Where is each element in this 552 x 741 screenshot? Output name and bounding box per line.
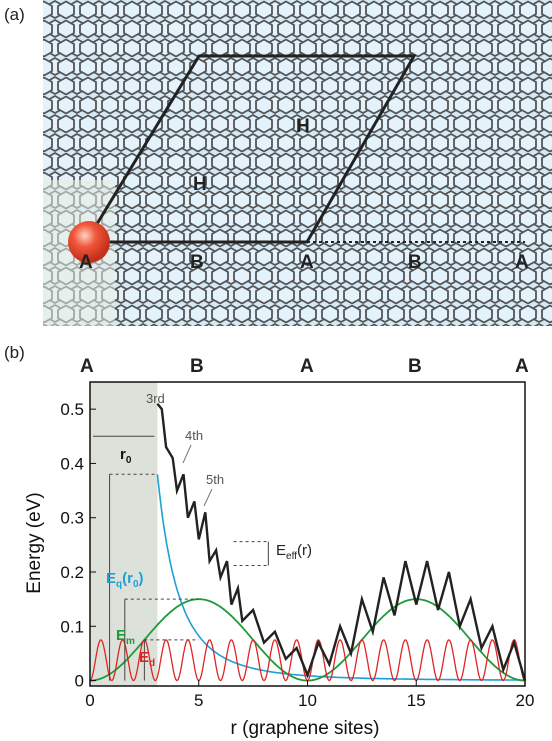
x-ticks: 0 5 10 15 20 (85, 680, 534, 710)
y-axis-label: Energy (eV) (24, 492, 45, 593)
eeff-curve (156, 402, 527, 681)
site-label-a1: A (79, 252, 93, 273)
fifth-neighbor-label: 5th (206, 472, 224, 487)
y-tick-label: 0.4 (60, 454, 84, 473)
graphene-lattice (43, 0, 552, 326)
y-tick-label: 0.1 (60, 617, 84, 636)
lattice-image: H H A B A B A (43, 0, 552, 326)
x-tick-label: 15 (407, 691, 426, 710)
x-tick-label: 5 (194, 691, 203, 710)
eq-annotation: Eq(r0) (106, 570, 144, 590)
panel-b-label: (b) (4, 343, 25, 362)
fourth-neighbor-label: 4th (185, 428, 203, 443)
eq-curve (156, 474, 525, 681)
site-label-a3: A (515, 252, 529, 273)
x-axis-label: r (graphene sites) (231, 718, 380, 739)
unit-cell-outline (83, 54, 417, 244)
y-tick-label: 0.2 (60, 563, 84, 582)
fifth-pointer (203, 488, 213, 507)
energy-plot: 0 5 10 15 20 0 0.1 0.2 0.3 0.4 0.5 (60, 381, 534, 710)
adatom (68, 221, 110, 263)
x-tick-label: 10 (298, 691, 317, 710)
panel-a-label: (a) (4, 5, 25, 24)
top-label-b1: B (190, 356, 204, 377)
top-label-a1: A (80, 356, 94, 377)
cell-label-h1: H (296, 116, 310, 137)
fourth-pointer (182, 444, 192, 464)
y-tick-label: 0 (75, 672, 84, 691)
top-label-a2: A (300, 356, 314, 377)
y-tick-label: 0.3 (60, 509, 84, 528)
x-tick-label: 20 (516, 691, 535, 710)
y-ticks: 0 0.1 0.2 0.3 0.4 0.5 (60, 400, 96, 691)
ed-annotation: Ed (139, 649, 155, 669)
top-label-a3: A (515, 356, 529, 377)
top-label-b2: B (408, 356, 422, 377)
site-label-b2: B (408, 252, 422, 273)
site-label-a2: A (300, 252, 314, 273)
r0-annotation: r0 (120, 446, 132, 466)
x-tick-label: 0 (85, 691, 94, 710)
cell-label-h2: H (193, 174, 207, 195)
y-tick-label: 0.5 (60, 400, 84, 419)
third-neighbor-label: 3rd (146, 391, 165, 406)
eeff-annotation: Eeff(r) (276, 542, 312, 562)
site-label-b1: B (190, 252, 204, 273)
em-annotation: Em (116, 627, 135, 647)
guide-lines (93, 435, 269, 681)
r0-shaded-region (90, 382, 158, 686)
